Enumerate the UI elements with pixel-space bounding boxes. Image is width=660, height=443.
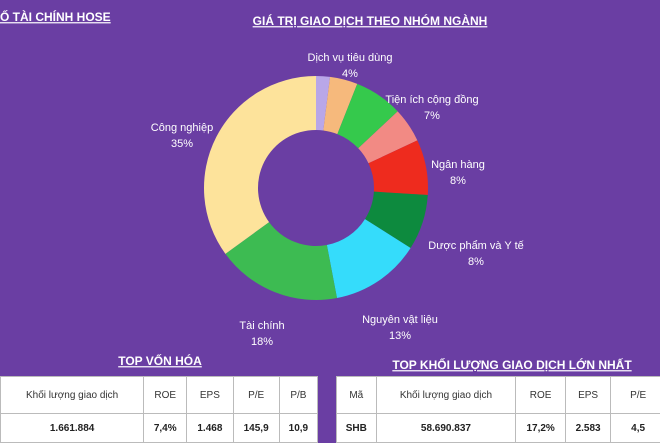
pie-slice: [323, 76, 358, 135]
page-title: SỐ TÀI CHÍNH HOSE: [0, 9, 111, 24]
cell: 58.690.837: [375, 413, 517, 443]
column-header: P/E: [232, 376, 280, 414]
slice-value: 8%: [450, 175, 466, 187]
table: Khối lượng giao dịch ROE EPS P/E P/B 1.661.88…: [0, 376, 319, 443]
cell: 17,2%: [515, 413, 567, 443]
pie-slice: [225, 222, 337, 300]
cell: 4,5: [610, 413, 660, 443]
slice-label: Tài chính: [239, 320, 284, 332]
cell: SHB: [336, 413, 377, 443]
cell: 145,9: [232, 413, 280, 443]
table: Mã Khối lượng giao dịch ROE EPS P/E SHB 58.690…: [336, 376, 660, 443]
slice-label: Dịch vụ tiêu dùng: [308, 52, 393, 64]
cell: 1.468: [186, 413, 234, 443]
slice-label: Tiện ích cộng đồng: [385, 94, 478, 106]
pie-slice: [316, 76, 331, 131]
chart-title: GIÁ TRỊ GIAO DỊCH THEO NHÓM NGÀNH: [253, 13, 488, 28]
pie-slice: [368, 140, 428, 196]
column-header: ROE: [515, 376, 567, 414]
pie-slice: [337, 83, 398, 149]
cell: 10,9: [278, 413, 319, 443]
column-header: EPS: [565, 376, 612, 414]
slice-value: 8%: [468, 256, 484, 268]
slice-label: Ngân hàng: [431, 159, 485, 171]
slice-value: 35%: [171, 138, 193, 150]
slice-value: 4%: [342, 68, 358, 80]
table-title: TOP KHỐI LƯỢNG GIAO DỊCH LỚN NHẤT: [392, 357, 632, 372]
slice-value: 7%: [424, 110, 440, 122]
pie-slice: [203, 76, 316, 254]
column-header: Khối lượng giao dịch: [0, 376, 145, 414]
column-header: EPS: [186, 376, 234, 414]
slice-label: Nguyên vật liệu: [362, 314, 438, 326]
slice-label: Dược phẩm và Y tế: [428, 240, 524, 252]
column-header: Mã: [336, 376, 377, 414]
pie-slice: [364, 191, 428, 249]
pie-slice: [326, 219, 411, 299]
slice-label: Công nghiệp: [151, 122, 213, 134]
slice-value: 13%: [389, 330, 411, 342]
cell: 2.583: [565, 413, 612, 443]
table-title: TOP VỐN HÓA: [118, 353, 202, 368]
pie-slice: [358, 111, 418, 164]
chart: SỐ TÀI CHÍNH HOSE GIÁ TRỊ GIAO DỊCH THEO…: [0, 9, 632, 372]
column-header: ROE: [143, 376, 188, 414]
cell: 1.661.884: [0, 413, 145, 443]
column-header: Khối lượng giao dịch: [375, 376, 517, 414]
slice-value: 18%: [251, 336, 273, 348]
column-header: P/E: [610, 376, 660, 414]
cell: 7,4%: [143, 413, 188, 443]
column-header: P/B: [278, 376, 319, 414]
